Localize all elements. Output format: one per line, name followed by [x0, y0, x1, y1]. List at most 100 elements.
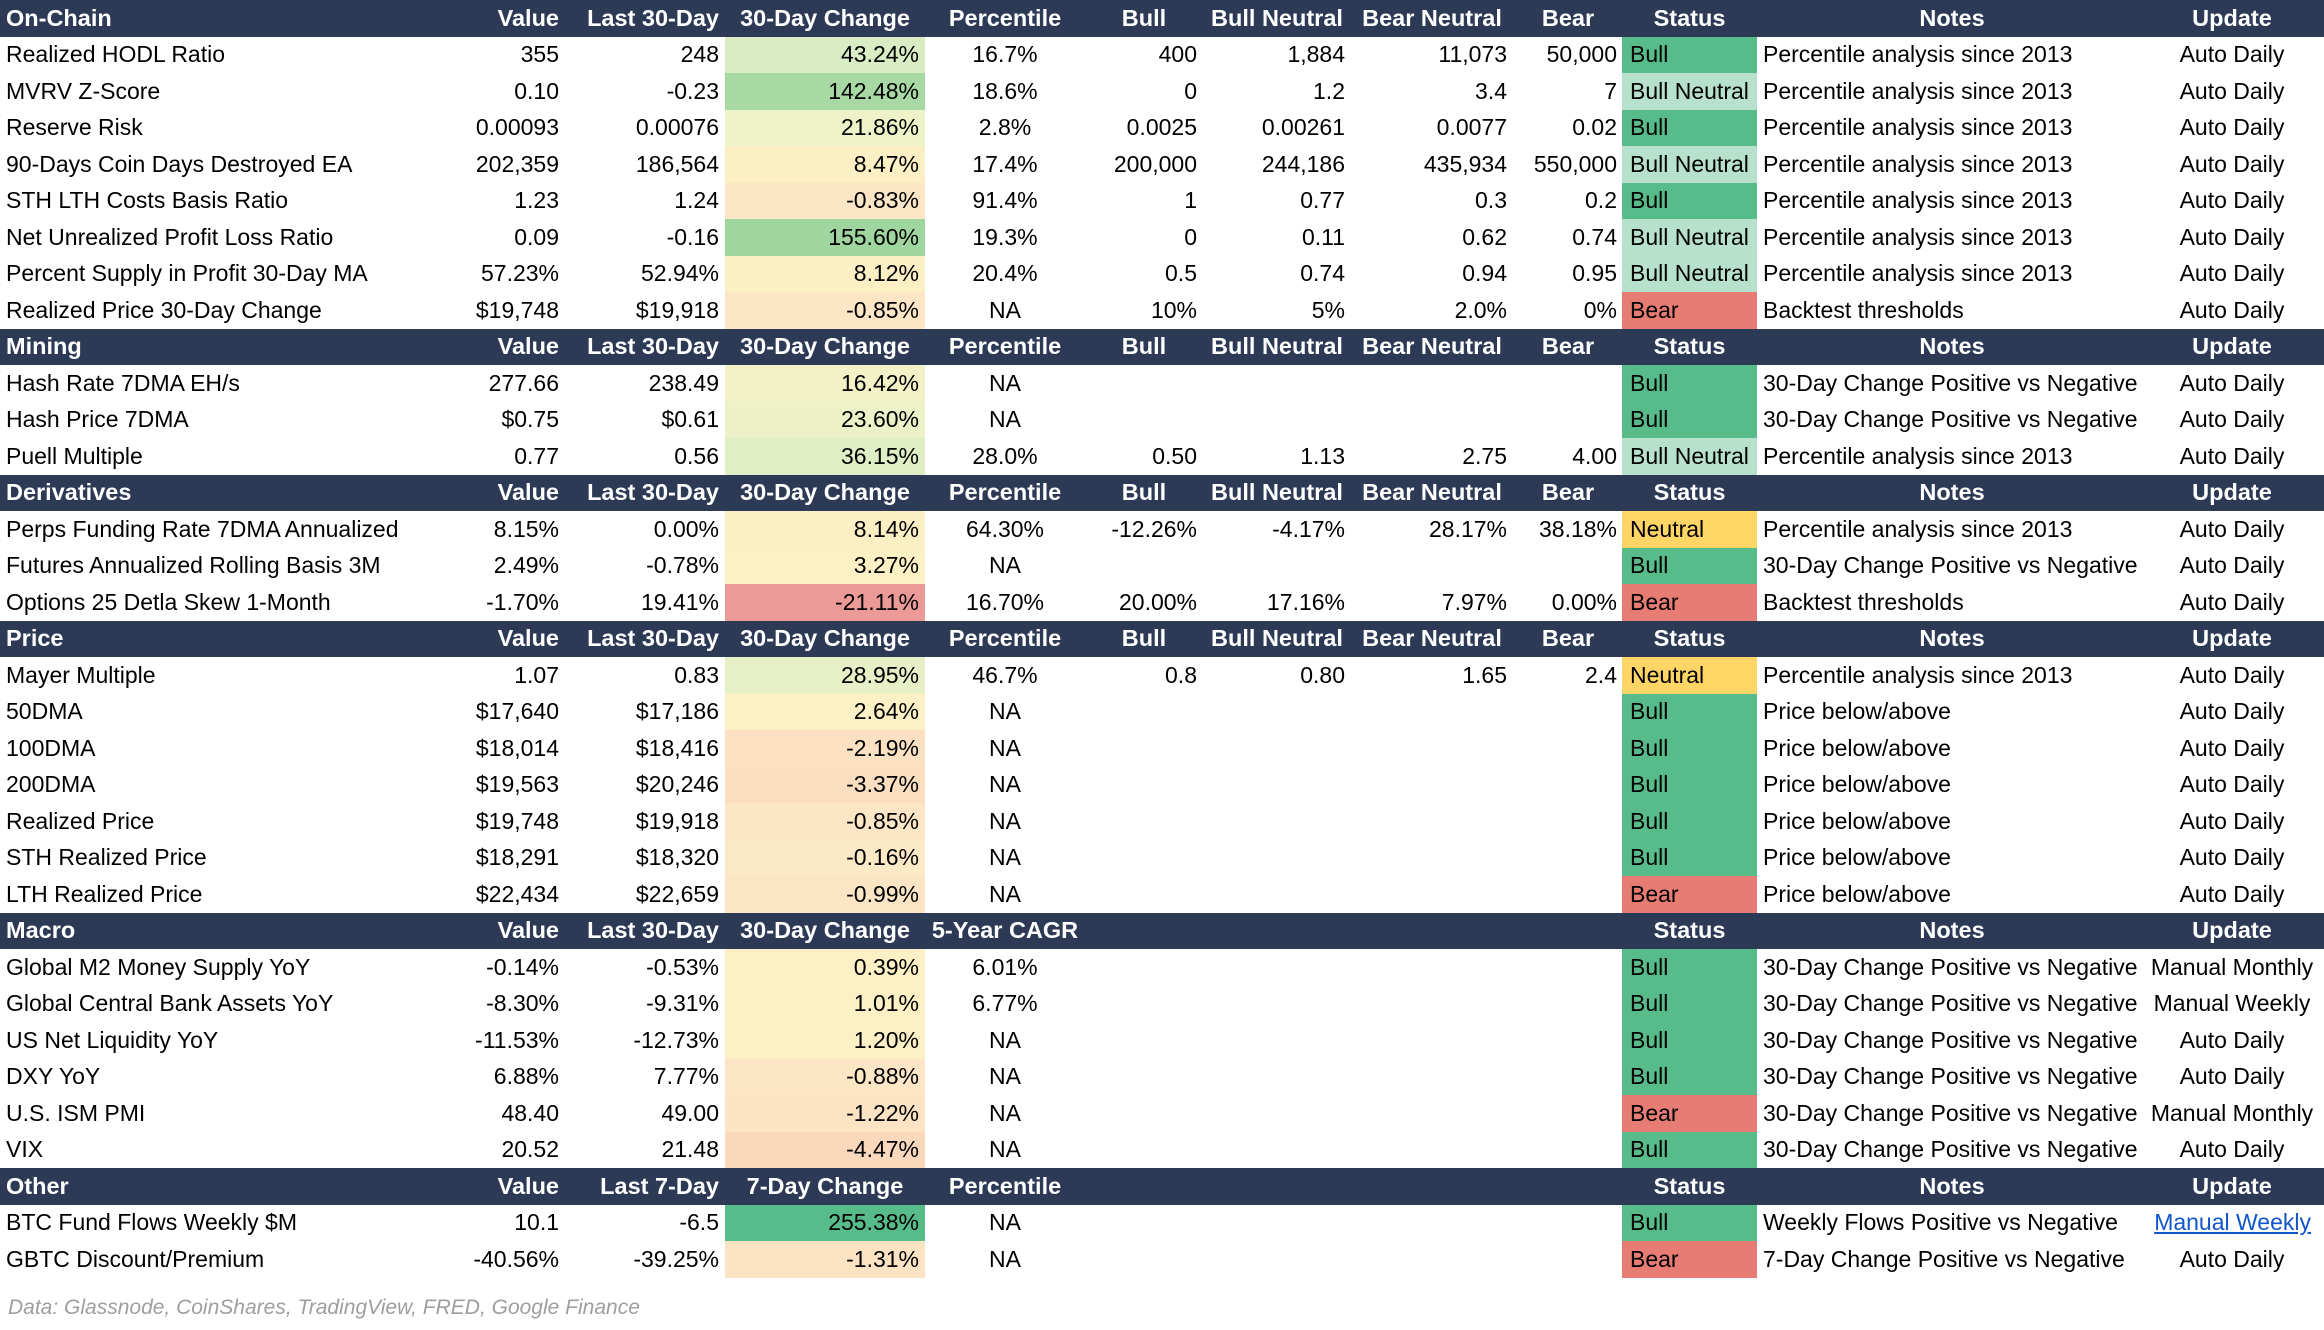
column-header-value: Value — [497, 4, 559, 31]
notes-cell: 30-Day Change Positive vs Negative — [1763, 406, 2138, 433]
status-badge: Bull Neutral — [1622, 219, 1757, 256]
last-value-cell: $20,246 — [635, 771, 719, 798]
value-cell: $19,748 — [475, 296, 559, 323]
status-badge: Bear — [1622, 292, 1757, 329]
column-header-bear-neutral: Bear Neutral — [1362, 4, 1502, 31]
value-cell: 10.1 — [514, 1209, 559, 1236]
column-header-percentile: Percentile — [948, 1172, 1062, 1199]
update-cell: Auto Daily — [2179, 296, 2285, 323]
metric-name: Realized HODL Ratio — [6, 41, 226, 68]
table-row: 50DMA $17,640 $17,186 2.64% NA Bull Price belo… — [0, 693, 2324, 730]
last-value-cell: 0.00% — [653, 515, 719, 542]
section-title: Other — [6, 1172, 69, 1199]
column-header-percentile: Percentile — [948, 479, 1062, 506]
bear-neutral-threshold: 28.17% — [1428, 515, 1507, 542]
percentile-cell: NA — [989, 880, 1021, 907]
value-cell: $17,640 — [475, 698, 559, 725]
column-header-last-30-day: Last 30-Day — [587, 333, 719, 360]
value-cell: $19,563 — [475, 771, 559, 798]
bull-neutral-threshold: 0.80 — [1300, 661, 1345, 688]
table-row: Realized Price $19,748 $19,918 -0.85% NA Bull… — [0, 803, 2324, 840]
notes-cell: Percentile analysis since 2013 — [1763, 661, 2073, 688]
last-value-cell: -0.16 — [666, 223, 719, 250]
percentile-cell: 16.7% — [972, 41, 1038, 68]
value-cell: 0.10 — [514, 77, 559, 104]
notes-cell: Price below/above — [1763, 771, 1951, 798]
notes-cell: 30-Day Change Positive vs Negative — [1763, 1136, 2138, 1163]
column-header-value: Value — [497, 917, 559, 944]
column-header-bear: Bear — [1541, 333, 1595, 360]
update-link[interactable]: Manual Weekly — [2154, 1209, 2311, 1236]
value-cell: 277.66 — [488, 369, 559, 396]
bear-threshold: 38.18% — [1538, 515, 1617, 542]
percentile-cell: 19.3% — [972, 223, 1038, 250]
column-header-bear: Bear — [1541, 479, 1595, 506]
metric-name: Realized Price 30-Day Change — [6, 296, 322, 323]
column-header-status: Status — [1653, 917, 1726, 944]
status-badge: Bull Neutral — [1622, 73, 1757, 110]
table-row: DXY YoY 6.88% 7.77% -0.88% NA Bull 30-Day Chan… — [0, 1058, 2324, 1095]
table-row: 200DMA $19,563 $20,246 -3.37% NA Bull Price be… — [0, 766, 2324, 803]
percentile-cell: NA — [989, 734, 1021, 761]
section-header-derivatives: Derivatives Value Last 30-Day 30-Day Change… — [0, 474, 2324, 511]
update-cell: Auto Daily — [2179, 406, 2285, 433]
bear-threshold: 0% — [1583, 296, 1617, 323]
change-cell: -0.83% — [725, 182, 925, 219]
notes-cell: 30-Day Change Positive vs Negative — [1763, 1063, 2138, 1090]
bear-neutral-threshold: 1.65 — [1462, 661, 1507, 688]
column-header-value: Value — [497, 333, 559, 360]
update-cell: Auto Daily — [2179, 515, 2285, 542]
notes-cell: Percentile analysis since 2013 — [1763, 260, 2073, 287]
value-cell: 355 — [520, 41, 559, 68]
status-badge: Bull — [1622, 1131, 1757, 1168]
table-row: Perps Funding Rate 7DMA Annualized 8.15% 0… — [0, 511, 2324, 548]
table-row: Global Central Bank Assets YoY -8.30% -9.3… — [0, 985, 2324, 1022]
metric-name: LTH Realized Price — [6, 880, 203, 907]
metric-name: Hash Price 7DMA — [6, 406, 189, 433]
metric-name: Puell Multiple — [6, 442, 143, 469]
column-header-notes: Notes — [1919, 479, 1985, 506]
update-cell: Auto Daily — [2179, 844, 2285, 871]
table-row: Percent Supply in Profit 30-Day MA 57.23%… — [0, 255, 2324, 292]
notes-cell: Weekly Flows Positive vs Negative — [1763, 1209, 2118, 1236]
table-row: Puell Multiple 0.77 0.56 36.15% 28.0% 0.50 1.1… — [0, 438, 2324, 475]
status-badge: Bull — [1622, 1022, 1757, 1059]
column-header-value: Value — [497, 1172, 559, 1199]
change-cell: 21.86% — [725, 109, 925, 146]
column-header-30-day-change: 30-Day Change — [740, 625, 910, 652]
metric-name: 50DMA — [6, 698, 83, 725]
bear-threshold: 0.74 — [1572, 223, 1617, 250]
change-cell: -21.11% — [725, 584, 925, 621]
column-header-notes: Notes — [1919, 625, 1985, 652]
update-cell: Auto Daily — [2179, 880, 2285, 907]
metric-name: 100DMA — [6, 734, 96, 761]
status-badge: Bull — [1622, 1204, 1757, 1241]
bull-threshold: 200,000 — [1113, 150, 1197, 177]
last-value-cell: 52.94% — [640, 260, 719, 287]
status-badge: Bull — [1622, 109, 1757, 146]
status-badge: Bull — [1622, 1058, 1757, 1095]
table-row: Mayer Multiple 1.07 0.83 28.95% 46.7% 0.8 0.80… — [0, 657, 2324, 694]
bear-neutral-threshold: 0.62 — [1462, 223, 1507, 250]
value-cell: 1.07 — [514, 661, 559, 688]
value-cell: 57.23% — [480, 260, 559, 287]
table-row: Futures Annualized Rolling Basis 3M 2.49%… — [0, 547, 2324, 584]
metric-name: 200DMA — [6, 771, 96, 798]
update-cell: Manual Weekly — [2153, 990, 2311, 1017]
change-cell: 0.39% — [725, 949, 925, 986]
column-header-30-day-change: 30-Day Change — [740, 4, 910, 31]
metric-name: Global Central Bank Assets YoY — [6, 990, 334, 1017]
change-cell: -3.37% — [725, 766, 925, 803]
notes-cell: 30-Day Change Positive vs Negative — [1763, 369, 2138, 396]
section-title: Price — [6, 625, 64, 652]
update-cell: Auto Daily — [2179, 187, 2285, 214]
bear-neutral-threshold: 3.4 — [1475, 77, 1507, 104]
notes-cell: Backtest thresholds — [1763, 588, 1964, 615]
bear-neutral-threshold: 0.94 — [1462, 260, 1507, 287]
percentile-cell: 46.7% — [972, 661, 1038, 688]
update-cell: Manual Monthly — [2150, 953, 2314, 980]
change-cell: -0.16% — [725, 839, 925, 876]
change-cell: 8.47% — [725, 146, 925, 183]
notes-cell: Percentile analysis since 2013 — [1763, 77, 2073, 104]
value-cell: 48.40 — [501, 1099, 559, 1126]
